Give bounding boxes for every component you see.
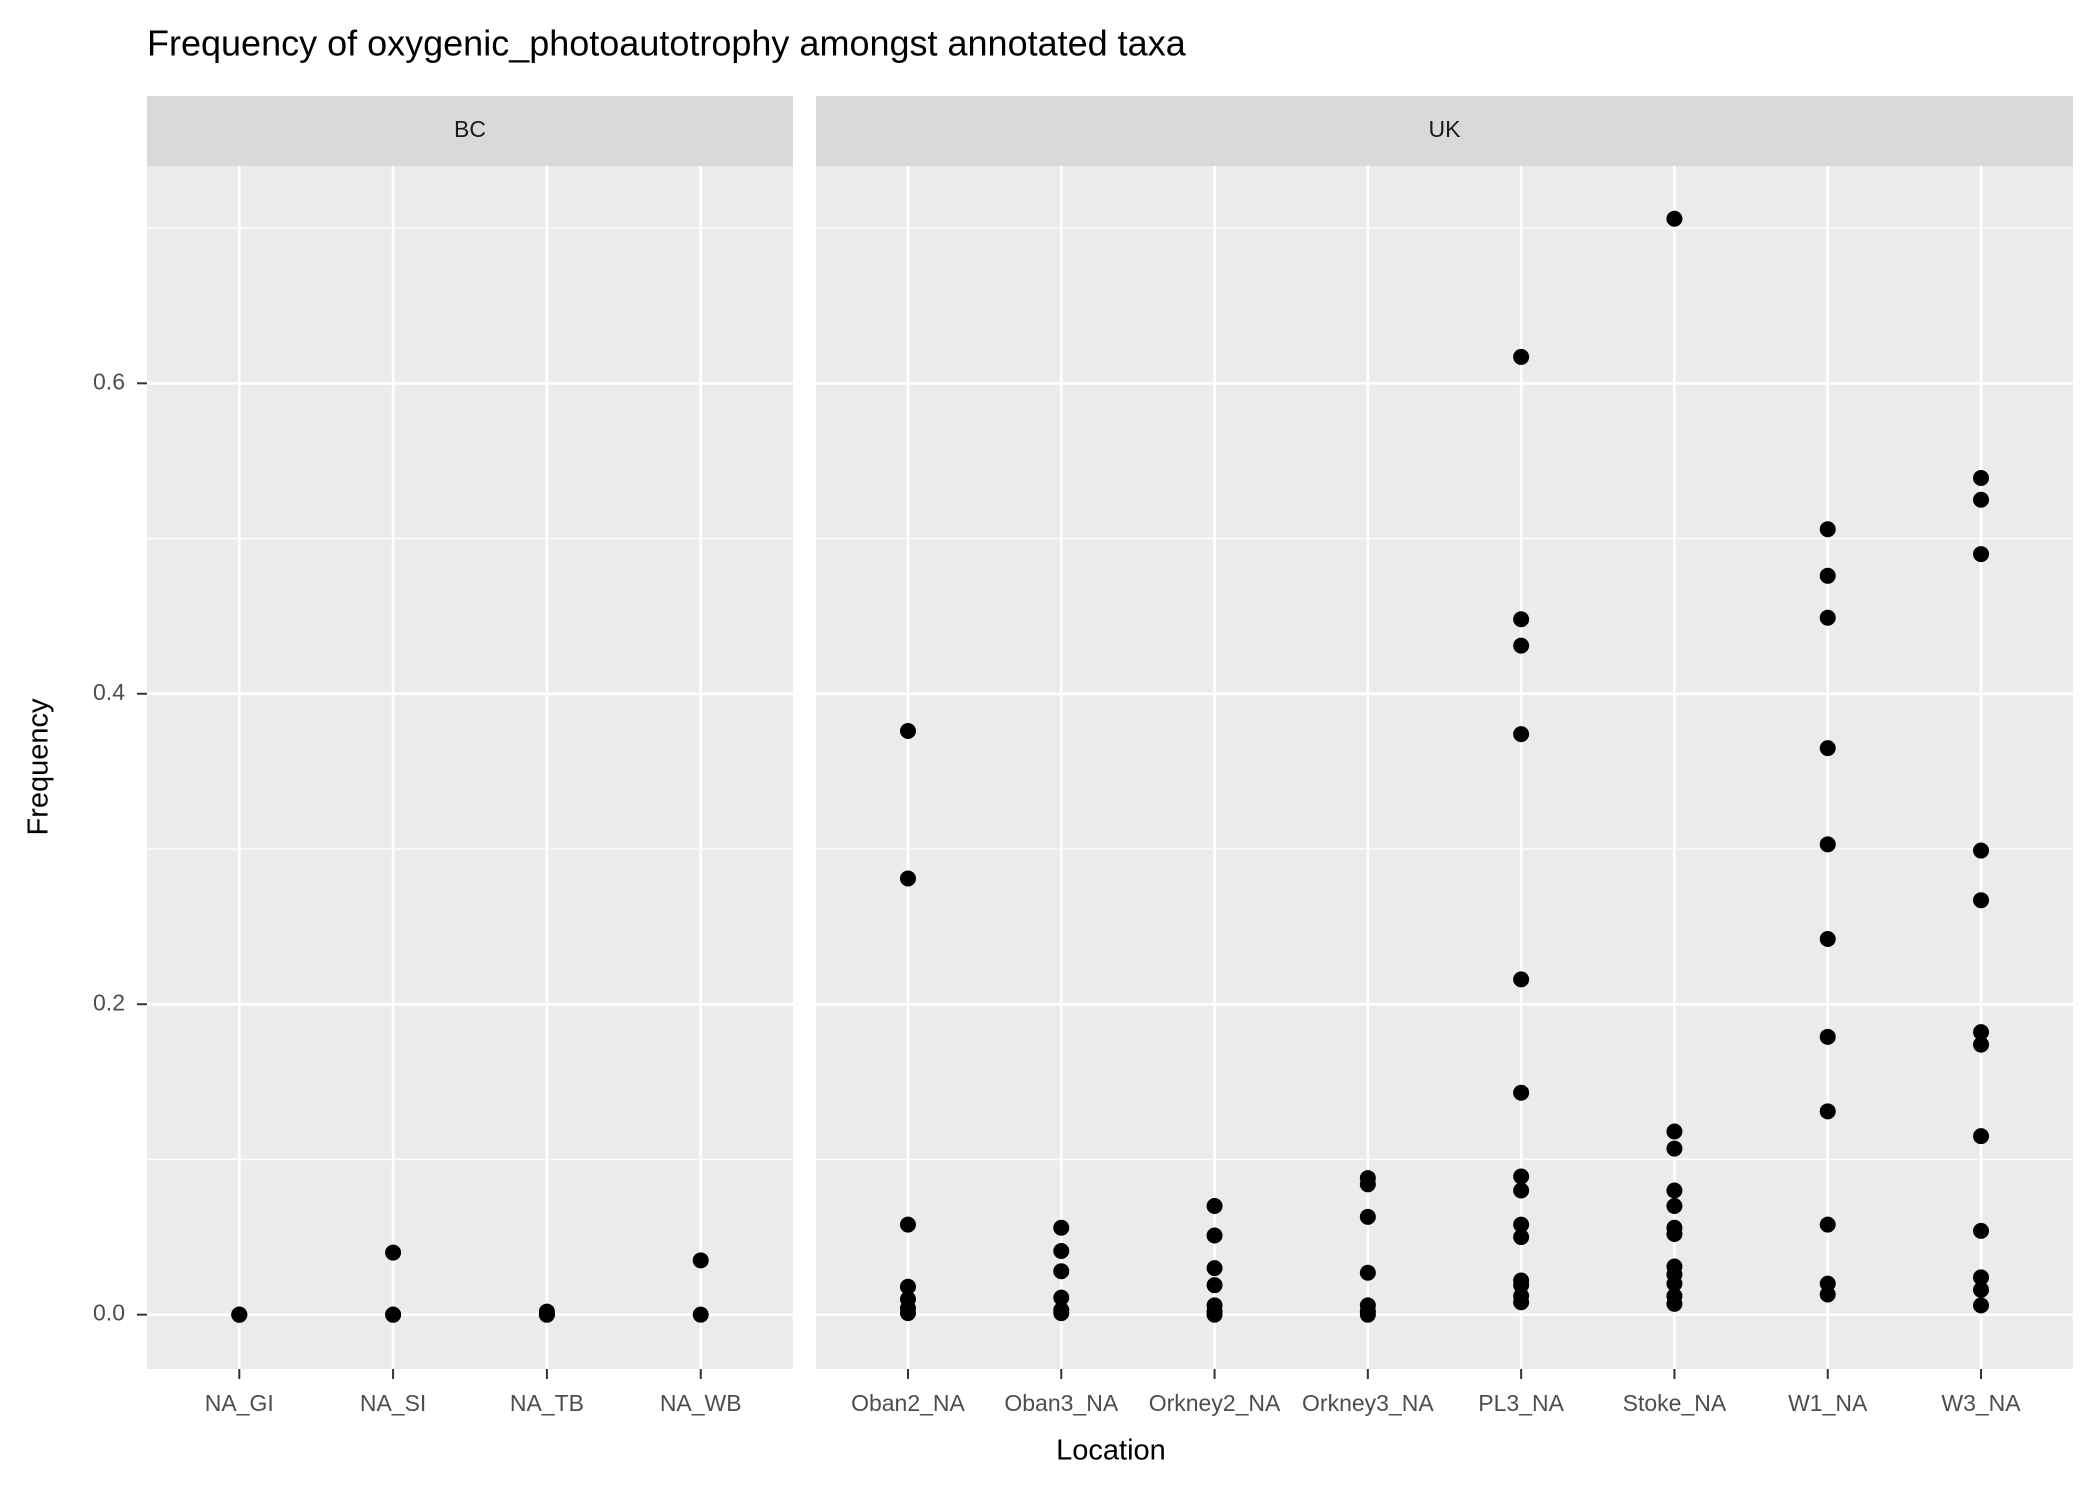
- point: [1513, 971, 1530, 988]
- point: [1513, 1294, 1530, 1311]
- point: [1053, 1243, 1070, 1260]
- x-tick-label: Oban3_NA: [1004, 1390, 1118, 1416]
- point: [1513, 1216, 1530, 1233]
- point: [1206, 1227, 1223, 1244]
- y-tick-label: 0.6: [93, 368, 125, 394]
- point: [1666, 1182, 1683, 1199]
- point: [1819, 1286, 1836, 1303]
- point: [1819, 931, 1836, 948]
- point: [1206, 1306, 1223, 1323]
- point: [1973, 1024, 1990, 1041]
- y-tick-label: 0.2: [93, 989, 125, 1015]
- point: [1053, 1263, 1070, 1280]
- point: [385, 1244, 402, 1261]
- point: [1973, 1128, 1990, 1145]
- point: [1819, 521, 1836, 538]
- strip-label: UK: [1429, 116, 1462, 142]
- point: [1666, 210, 1683, 227]
- point: [1359, 1208, 1376, 1225]
- x-tick-label: Orkney2_NA: [1149, 1390, 1281, 1416]
- x-tick-label: NA_SI: [360, 1390, 426, 1416]
- y-tick-label: 0.4: [93, 679, 125, 705]
- point: [899, 1305, 916, 1322]
- point: [1973, 491, 1990, 508]
- point: [1973, 842, 1990, 859]
- point: [1666, 1123, 1683, 1140]
- x-tick-label: Stoke_NA: [1623, 1390, 1727, 1416]
- point: [1513, 1168, 1530, 1185]
- point: [1973, 546, 1990, 563]
- point: [1819, 1103, 1836, 1120]
- point: [1666, 1295, 1683, 1312]
- point: [692, 1252, 709, 1269]
- point: [1819, 567, 1836, 584]
- point: [1206, 1277, 1223, 1294]
- y-axis-label: Frequency: [23, 698, 55, 836]
- point: [1206, 1198, 1223, 1215]
- point: [1513, 1229, 1530, 1246]
- point: [538, 1306, 555, 1323]
- point: [1973, 1269, 1990, 1286]
- point: [1513, 637, 1530, 654]
- point: [1053, 1219, 1070, 1236]
- point: [1973, 1297, 1990, 1314]
- point: [385, 1306, 402, 1323]
- point: [899, 870, 916, 887]
- point: [1359, 1306, 1376, 1323]
- point: [899, 1278, 916, 1295]
- point: [1666, 1140, 1683, 1157]
- x-tick-label: W1_NA: [1788, 1390, 1868, 1416]
- point: [1053, 1289, 1070, 1306]
- x-tick-label: W3_NA: [1941, 1390, 2021, 1416]
- point: [1819, 609, 1836, 626]
- point: [1973, 470, 1990, 487]
- point: [1819, 1216, 1836, 1233]
- point: [1513, 726, 1530, 743]
- point: [231, 1306, 248, 1323]
- point: [1666, 1198, 1683, 1215]
- panel-background: [816, 166, 2073, 1369]
- x-tick-label: NA_GI: [205, 1390, 274, 1416]
- point: [692, 1306, 709, 1323]
- point: [1666, 1275, 1683, 1292]
- point: [1666, 1225, 1683, 1242]
- x-axis-label: Location: [1056, 1435, 1166, 1467]
- point: [1513, 1182, 1530, 1199]
- point: [1513, 348, 1530, 365]
- point: [1973, 1036, 1990, 1053]
- point: [1973, 892, 1990, 909]
- point: [1359, 1176, 1376, 1193]
- strip-background: [147, 96, 793, 166]
- point: [899, 1216, 916, 1233]
- chart-title: Frequency of oxygenic_photoautotrophy am…: [147, 23, 1187, 64]
- point: [1973, 1222, 1990, 1239]
- panel-background: [147, 166, 793, 1369]
- point: [899, 723, 916, 740]
- x-tick-label: Oban2_NA: [851, 1390, 965, 1416]
- strip-label: BC: [454, 116, 486, 142]
- point: [1206, 1260, 1223, 1277]
- point: [1359, 1264, 1376, 1281]
- strip-background: [816, 96, 2073, 166]
- x-tick-label: NA_TB: [510, 1390, 584, 1416]
- point: [1819, 836, 1836, 853]
- x-tick-label: PL3_NA: [1478, 1390, 1564, 1416]
- point: [1513, 611, 1530, 628]
- point: [1819, 740, 1836, 757]
- y-tick-label: 0.0: [93, 1300, 125, 1326]
- point: [1819, 1028, 1836, 1045]
- point: [1053, 1305, 1070, 1322]
- x-tick-label: NA_WB: [660, 1390, 742, 1416]
- x-tick-label: Orkney3_NA: [1302, 1390, 1434, 1416]
- point: [1973, 1281, 1990, 1298]
- point: [1513, 1084, 1530, 1101]
